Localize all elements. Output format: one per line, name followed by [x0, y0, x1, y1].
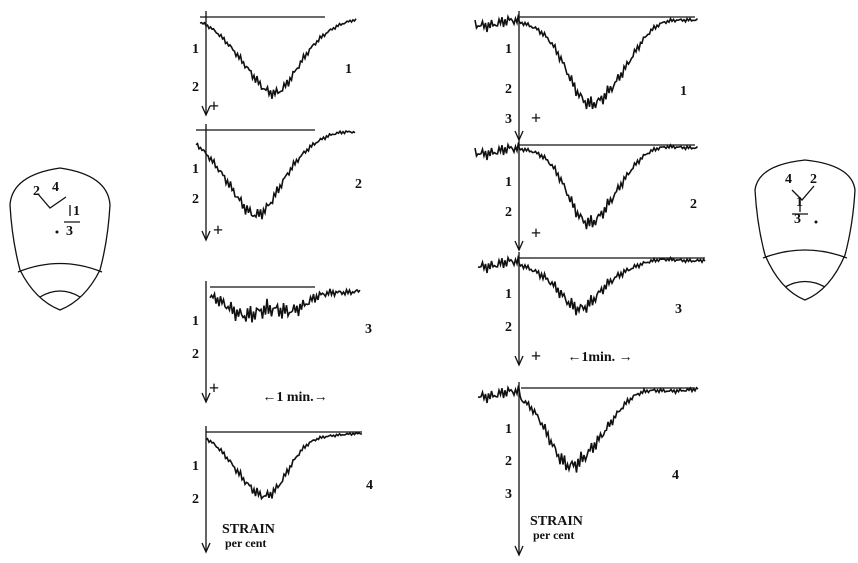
tick-label: 2: [192, 347, 199, 362]
head-label: 3: [794, 212, 801, 227]
tick-label: 3: [505, 112, 512, 127]
strain-trace: [477, 254, 706, 316]
strain-trace: [209, 287, 361, 323]
strain-trace: [474, 13, 699, 110]
sign: +: [531, 346, 541, 366]
tick-label: 1: [505, 287, 512, 302]
head-label: 1: [73, 204, 80, 219]
arrow-head: [201, 230, 211, 242]
tick-label: 1: [505, 42, 512, 57]
head-contour: [762, 249, 848, 259]
tick-label: 2: [505, 82, 512, 97]
trace-number: 4: [672, 468, 679, 483]
tick-label: 2: [192, 192, 199, 207]
head-label: 3: [66, 224, 73, 239]
electrode-marks: [37, 193, 80, 223]
dot: [55, 230, 59, 234]
strain-trace: [474, 141, 699, 230]
axis-label: STRAIN: [222, 522, 275, 537]
tick-label: 1: [505, 175, 512, 190]
head-label: 4: [52, 180, 59, 195]
tick-label: 2: [505, 205, 512, 220]
tick-label: 2: [192, 492, 199, 507]
strain-trace: [205, 431, 363, 501]
tick-label: 2: [505, 454, 512, 469]
head-label: 2: [33, 184, 40, 199]
trace-number: 3: [675, 302, 682, 317]
axis-label: per cent: [533, 528, 574, 542]
trace-number: 2: [355, 177, 362, 192]
tick-label: 1: [192, 314, 199, 329]
right-head: 4 2 1 3: [754, 159, 856, 301]
arrow-head: [514, 545, 524, 557]
tick-label: 3: [505, 487, 512, 502]
arrow-head: [201, 105, 211, 117]
arrow-head: [201, 542, 211, 554]
head-label: 1: [796, 195, 803, 210]
trace-number: 4: [366, 478, 373, 493]
tick-label: 1: [192, 459, 199, 474]
sign: +: [213, 220, 223, 240]
arrow-head: [514, 355, 524, 367]
head-label: 2: [810, 172, 817, 187]
strain-trace: [195, 129, 356, 220]
electrode-marks: [791, 185, 815, 215]
trace-number: 1: [680, 84, 687, 99]
sign: +: [531, 108, 541, 128]
tick-label: 2: [505, 320, 512, 335]
head-outline: [754, 159, 856, 301]
head-contour: [39, 290, 81, 298]
left-head: 2 4 1 3: [9, 167, 111, 311]
arrow-head: [201, 392, 211, 404]
trace-number: 2: [690, 197, 697, 212]
tick-label: 1: [505, 422, 512, 437]
time-scale: ←1min. →: [567, 350, 632, 365]
head-contour: [17, 262, 103, 273]
axis-label: STRAIN: [530, 514, 583, 529]
time-scale: ←1 min.→: [262, 390, 327, 405]
strain-trace: [477, 384, 699, 473]
arrow-head: [514, 240, 524, 252]
tick-label: 1: [192, 162, 199, 177]
sign: +: [209, 96, 219, 116]
axis-label: per cent: [225, 536, 266, 550]
trace-number: 1: [345, 62, 352, 77]
sign: +: [531, 223, 541, 243]
dot: [814, 220, 818, 224]
tick-label: 1: [192, 42, 199, 57]
head-label: 4: [785, 172, 792, 187]
head-outline: [9, 167, 111, 311]
head-contour: [784, 280, 826, 288]
sign: +: [209, 378, 219, 398]
trace-number: 3: [365, 322, 372, 337]
tick-label: 2: [192, 80, 199, 95]
strain-trace: [199, 18, 357, 99]
